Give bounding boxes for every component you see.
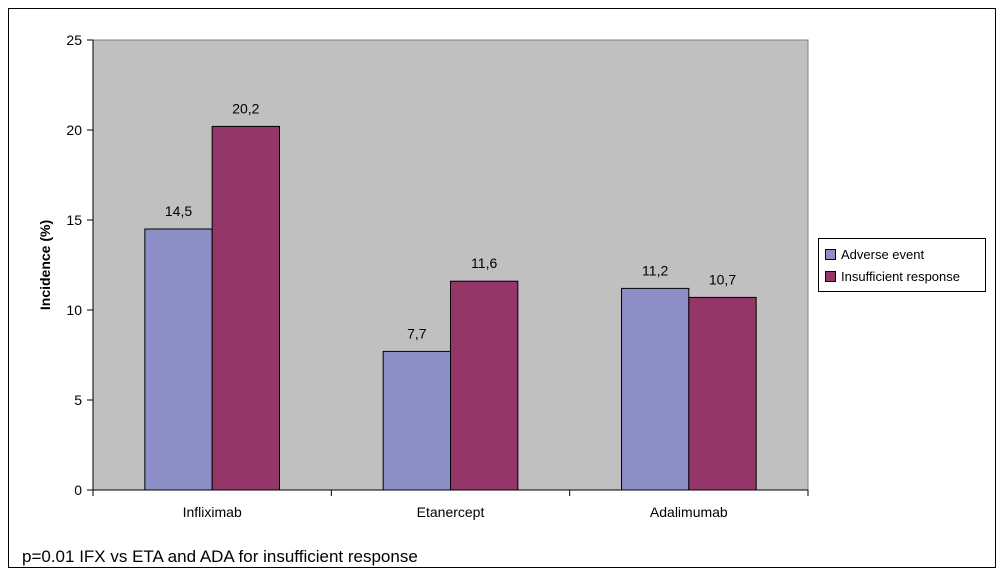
y-tick-label: 10 <box>66 302 82 318</box>
bar <box>144 228 213 491</box>
bar <box>450 280 519 491</box>
y-tick-label: 0 <box>74 482 82 498</box>
footnote: p=0.01 IFX vs ETA and ADA for insufficie… <box>22 547 418 566</box>
bar <box>688 296 757 491</box>
legend-item-insufficient-response: Insufficient response <box>825 265 979 287</box>
data-label: 20,2 <box>232 100 259 116</box>
bar <box>621 287 690 491</box>
bar <box>211 125 280 491</box>
legend-label-adverse-event: Adverse event <box>841 246 925 262</box>
data-label: 11,6 <box>471 255 497 271</box>
legend-item-adverse-event: Adverse event <box>825 243 979 265</box>
x-tick-label: Infliximab <box>183 504 242 520</box>
y-tick-label: 25 <box>66 32 82 48</box>
data-label: 10,7 <box>709 271 736 287</box>
legend-swatch-adverse-event <box>825 248 836 260</box>
x-tick-label: Etanercept <box>417 504 485 520</box>
y-tick-label: 20 <box>66 122 82 138</box>
y-tick-label: 15 <box>66 212 82 228</box>
bar <box>382 350 452 491</box>
legend-label-insufficient-response: Insufficient response <box>841 268 960 284</box>
y-axis: 0 5 10 15 20 25 <box>66 32 94 498</box>
data-label: 7,7 <box>407 325 427 341</box>
y-tick-label: 5 <box>74 392 82 408</box>
x-tick-label: Adalimumab <box>650 504 728 520</box>
bars: 14,5 20,2 7,7 11,6 11,2 10,7 <box>144 100 757 491</box>
legend-swatch-insufficient-response <box>825 270 836 282</box>
legend: Adverse event Insufficient response <box>818 238 986 292</box>
data-label: 11,2 <box>642 262 668 278</box>
y-axis-title: Incidence (%) <box>37 220 53 310</box>
x-axis: Infliximab Etanercept Adalimumab <box>92 489 809 520</box>
data-label: 14,5 <box>165 203 192 219</box>
